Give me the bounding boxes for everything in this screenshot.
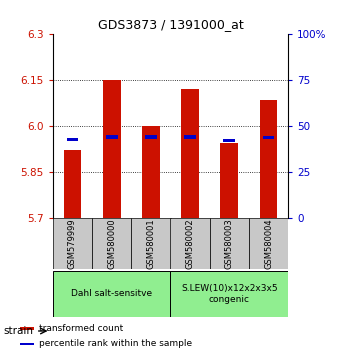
Bar bbox=[106, 136, 118, 138]
Bar bbox=[92, 218, 131, 269]
Bar bbox=[223, 139, 235, 142]
Bar bbox=[184, 136, 196, 138]
Text: transformed count: transformed count bbox=[39, 324, 123, 333]
Bar bbox=[53, 218, 92, 269]
Text: S.LEW(10)x12x2x3x5
congenic: S.LEW(10)x12x2x3x5 congenic bbox=[181, 284, 278, 303]
Text: GSM579999: GSM579999 bbox=[68, 218, 77, 269]
Bar bbox=[210, 218, 249, 269]
Bar bbox=[131, 218, 170, 269]
Bar bbox=[103, 80, 120, 218]
Bar bbox=[20, 327, 34, 330]
Bar bbox=[20, 343, 34, 345]
Bar bbox=[170, 271, 288, 317]
Bar bbox=[260, 99, 277, 218]
Bar bbox=[263, 136, 275, 139]
Text: percentile rank within the sample: percentile rank within the sample bbox=[39, 339, 192, 348]
Text: GSM580004: GSM580004 bbox=[264, 218, 273, 269]
Bar bbox=[142, 126, 160, 218]
Text: GSM580002: GSM580002 bbox=[186, 218, 195, 269]
Bar bbox=[221, 143, 238, 218]
Bar bbox=[53, 271, 170, 317]
Bar bbox=[145, 136, 157, 138]
Bar bbox=[181, 89, 199, 218]
Bar bbox=[249, 218, 288, 269]
Bar bbox=[170, 218, 210, 269]
Text: GSM580001: GSM580001 bbox=[146, 218, 155, 269]
Text: strain: strain bbox=[3, 326, 33, 336]
Text: GSM580003: GSM580003 bbox=[225, 218, 234, 269]
Text: Dahl salt-sensitve: Dahl salt-sensitve bbox=[71, 289, 152, 298]
Title: GDS3873 / 1391000_at: GDS3873 / 1391000_at bbox=[98, 18, 243, 31]
Bar bbox=[66, 138, 78, 141]
Bar bbox=[64, 150, 81, 218]
Text: GSM580000: GSM580000 bbox=[107, 218, 116, 269]
